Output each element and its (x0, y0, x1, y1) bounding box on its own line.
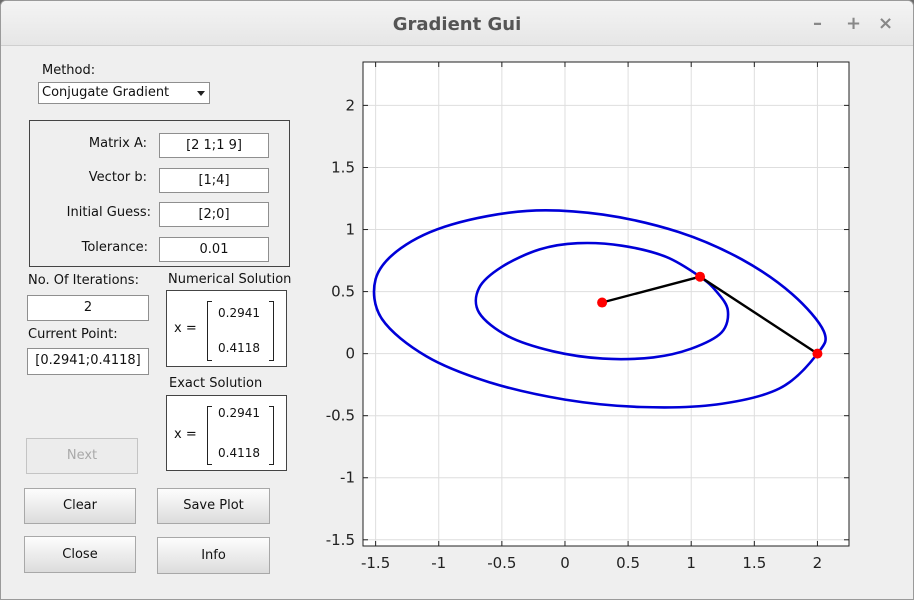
x-tick-label: -1.5 (361, 554, 390, 572)
initial-guess-field[interactable]: [2;0] (159, 202, 269, 227)
window-title: Gradient Gui (392, 14, 522, 35)
iterations-label: No. Of Iterations: (28, 273, 139, 288)
contour-line-1 (474, 241, 730, 361)
x-tick-label: -0.5 (487, 554, 516, 572)
method-select-value: Conjugate Gradient (42, 85, 170, 100)
left-bracket (207, 301, 212, 361)
plot-markers (597, 271, 823, 359)
info-button[interactable]: Info (157, 537, 270, 574)
numerical-x1: 0.2941 (218, 306, 260, 320)
exact-solution-label: Exact Solution (169, 376, 263, 391)
close-button[interactable]: Close (24, 536, 136, 573)
y-tick-label: 0.5 (331, 283, 355, 301)
x-tick-label: 2 (813, 554, 823, 572)
method-label: Method: (42, 63, 96, 78)
numerical-solution-label: Numerical Solution (168, 272, 292, 287)
initial-guess-label: Initial Guess: (66, 205, 151, 220)
close-window-button[interactable]: × (878, 13, 894, 34)
right-bracket (269, 301, 274, 361)
matrix-a-label: Matrix A: (88, 136, 147, 151)
chevron-down-icon (197, 91, 205, 96)
vector-b-label: Vector b: (88, 170, 147, 185)
x-tick-label: -1 (431, 554, 446, 572)
method-select[interactable]: Conjugate Gradient (38, 82, 210, 104)
iterate-marker-0 (812, 348, 823, 359)
matrix-a-field[interactable]: [2 1;1 9] (159, 133, 269, 158)
plot-ticks: -1.5 -1 -0.5 0 0.5 1 1.5 2 -1.5 -1 -0.5 0 0.5 1 1.5 2 (326, 62, 849, 572)
left-bracket (207, 406, 212, 465)
x-tick-label: 1 (686, 554, 696, 572)
right-bracket (269, 406, 274, 465)
iterate-marker-1 (695, 271, 706, 282)
next-button[interactable]: Next (26, 438, 138, 474)
x-tick-label: 1.5 (742, 554, 766, 572)
axes-box (362, 61, 850, 547)
numerical-solution-box: x = 0.2941 0.4118 (166, 290, 287, 367)
clear-button[interactable]: Clear (24, 488, 136, 524)
y-tick-label: 1 (345, 221, 355, 239)
plot-grid (363, 62, 849, 546)
numerical-x2: 0.4118 (218, 341, 260, 355)
numerical-x-label: x = (174, 321, 197, 336)
y-tick-label: -1 (340, 469, 355, 487)
x-tick-label: 0 (560, 554, 570, 572)
exact-x1: 0.2941 (218, 406, 260, 420)
x-tick-label: 0.5 (616, 554, 640, 572)
y-tick-label: 0 (345, 345, 355, 363)
exact-solution-box: x = 0.2941 0.4118 (166, 395, 287, 471)
title-bar[interactable]: Gradient Gui – + × (1, 1, 913, 46)
current-point-field[interactable]: [0.2941;0.4118] (27, 348, 149, 375)
minimize-button[interactable]: – (813, 13, 822, 34)
y-tick-label: -1.5 (326, 531, 355, 549)
current-point-label: Current Point: (28, 327, 118, 342)
exact-x2: 0.4118 (218, 446, 260, 460)
iterate-marker-2 (597, 297, 608, 308)
plot-area[interactable]: -1.5 -1 -0.5 0 0.5 1 1.5 2 -1.5 -1 -0.5 0 0.5 1 1.5 2 (321, 51, 901, 591)
exact-x-label: x = (174, 427, 197, 442)
y-tick-label: 1.5 (331, 158, 355, 176)
parameters-panel (29, 120, 290, 267)
vector-b-field[interactable]: [1;4] (159, 168, 269, 193)
contour-line-0 (372, 209, 827, 409)
tolerance-field[interactable]: 0.01 (159, 237, 269, 262)
tolerance-label: Tolerance: (81, 240, 148, 255)
y-tick-label: 2 (345, 96, 355, 114)
save-plot-button[interactable]: Save Plot (157, 488, 270, 524)
y-tick-label: -0.5 (326, 407, 355, 425)
iterations-field[interactable]: 2 (27, 295, 149, 321)
maximize-button[interactable]: + (846, 13, 862, 34)
